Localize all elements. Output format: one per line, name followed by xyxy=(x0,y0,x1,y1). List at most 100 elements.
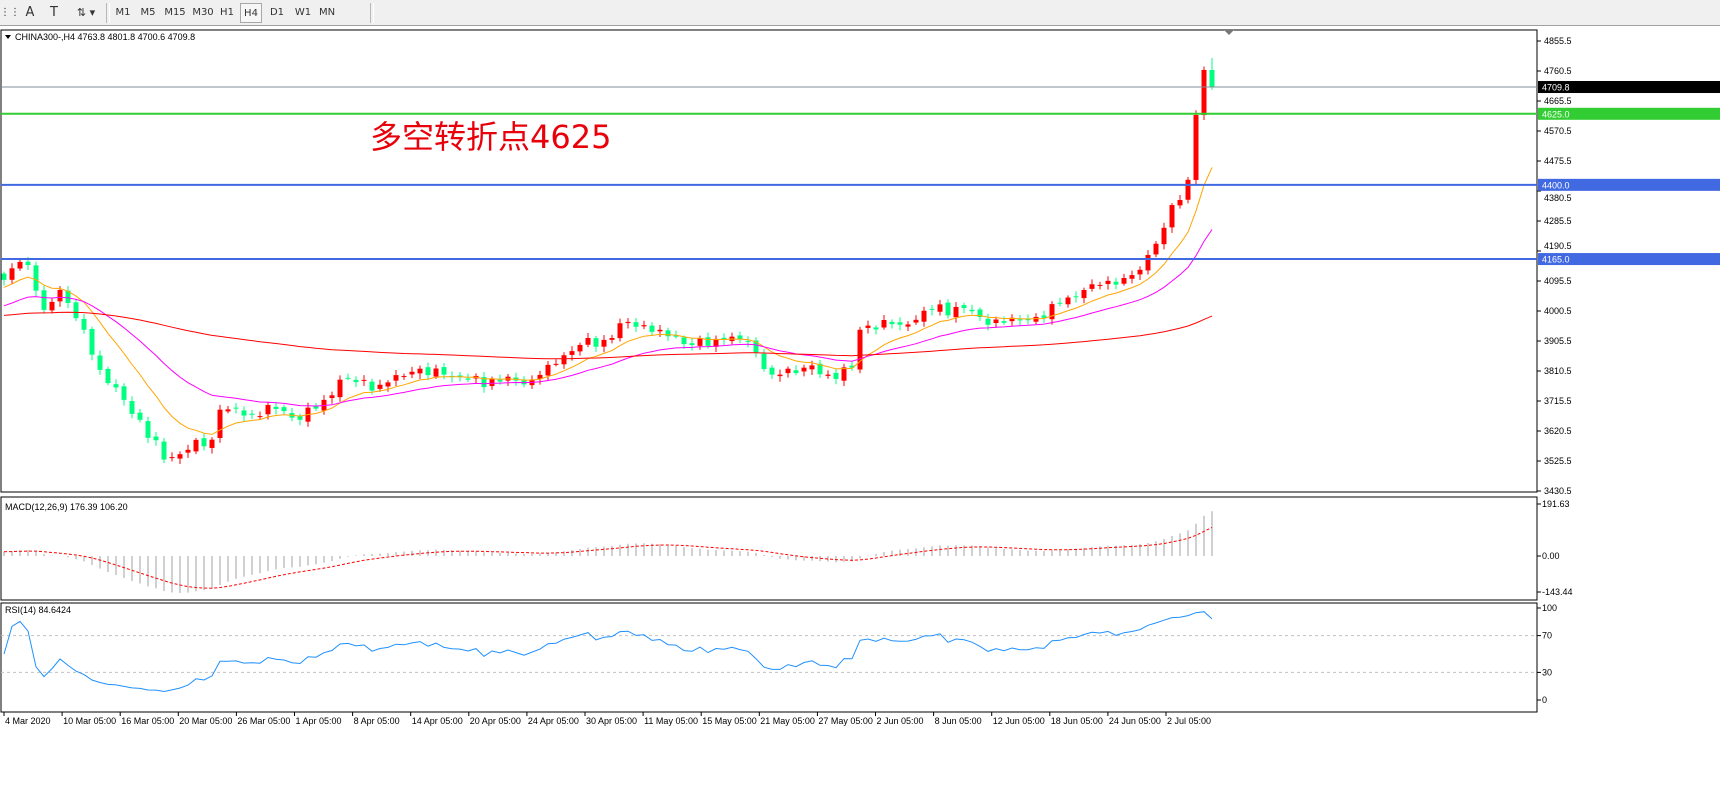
price-tag-label: 4165.0 xyxy=(1542,255,1570,265)
candle-body xyxy=(297,415,303,420)
candle-body xyxy=(217,409,223,438)
rsi-label: RSI(14) 84.6424 xyxy=(5,605,71,615)
timeframe-h1[interactable]: H1 xyxy=(220,7,234,18)
chart-header: CHINA300-,H4 4763.8 4801.8 4700.6 4709.8 xyxy=(15,32,195,42)
time-axis-label: 24 Jun 05:00 xyxy=(1109,716,1161,726)
candle-body xyxy=(561,355,567,365)
candle-body xyxy=(921,310,927,322)
candle-body xyxy=(929,308,935,310)
candle-body xyxy=(897,322,903,325)
price-tag-label: 4400.0 xyxy=(1542,180,1570,190)
macd-axis-label: 191.63 xyxy=(1542,499,1570,509)
candle-body xyxy=(857,329,863,370)
candle-body xyxy=(105,368,111,384)
timeframe-mn[interactable]: MN xyxy=(318,7,336,18)
candle-body xyxy=(753,340,759,353)
time-axis-label: 24 Apr 05:00 xyxy=(528,716,579,726)
candle-body xyxy=(873,327,879,330)
candle-body xyxy=(849,365,855,368)
time-axis-label: 10 Mar 05:00 xyxy=(63,716,116,726)
price-axis-label: 4760.5 xyxy=(1544,66,1572,76)
time-axis-label: 14 Apr 05:00 xyxy=(412,716,463,726)
candle-body xyxy=(793,370,799,374)
rsi-line xyxy=(3,611,1213,693)
candle-body xyxy=(801,367,807,372)
time-axis-label: 2 Jul 05:00 xyxy=(1167,716,1211,726)
candle-body xyxy=(833,372,839,379)
price-tag-resistance-4400 xyxy=(1538,178,1720,191)
candle-body xyxy=(1169,205,1175,228)
shift-marker-icon xyxy=(1224,30,1234,35)
candle-body xyxy=(201,438,207,447)
timeframe-w1[interactable]: W1 xyxy=(294,7,312,18)
candle-body xyxy=(609,338,615,340)
candle-body xyxy=(1089,284,1095,289)
candle-body xyxy=(65,290,71,303)
time-axis-label: 30 Apr 05:00 xyxy=(586,716,637,726)
timeframe-h4[interactable]: H4 xyxy=(240,3,262,23)
candle-body xyxy=(785,368,791,374)
timeframe-m15[interactable]: M15 xyxy=(164,7,186,18)
candle-body xyxy=(41,290,47,310)
candle-body xyxy=(601,339,607,347)
grid-f-icon[interactable]: ⋮⋮ xyxy=(0,7,20,18)
candle-body xyxy=(329,395,335,399)
candle-body xyxy=(1081,290,1087,299)
ma-slow-line xyxy=(3,311,1213,360)
candle-body xyxy=(937,304,943,312)
candle-body xyxy=(81,318,87,330)
candle-body xyxy=(273,406,279,410)
rsi-axis-label: 30 xyxy=(1542,667,1552,677)
candle-body xyxy=(193,439,199,452)
candle-body xyxy=(681,337,687,345)
timeframe-m5[interactable]: M5 xyxy=(140,7,156,18)
candle-body xyxy=(281,407,287,412)
candle-body xyxy=(393,375,399,381)
candle-body xyxy=(169,457,175,459)
pivot-annotation: 多空转折点4625 xyxy=(370,118,612,156)
candle-body xyxy=(1185,179,1191,200)
candle-body xyxy=(457,375,463,378)
arrows-icon[interactable]: ⇅ ▾ xyxy=(76,6,96,19)
price-axis-label: 4570.5 xyxy=(1544,126,1572,136)
candle-body xyxy=(553,363,559,365)
candle-body xyxy=(97,355,103,370)
candle-body xyxy=(633,322,639,327)
candle-body xyxy=(1129,275,1135,279)
candle-body xyxy=(33,265,39,291)
candle-body xyxy=(905,324,911,327)
main-pane xyxy=(0,29,1538,493)
candle-body xyxy=(1049,304,1055,320)
candle-body xyxy=(777,374,783,377)
time-axis-label: 8 Jun 05:00 xyxy=(935,716,982,726)
candle-body xyxy=(313,405,319,409)
price-axis-label: 4285.5 xyxy=(1544,216,1572,226)
chart-canvas[interactable]: 4855.5 4760.5 4665.5 4570.5 4475.5 4380.5 4285… xyxy=(0,26,1720,792)
text-a-icon[interactable]: A xyxy=(25,5,35,20)
candle-body xyxy=(385,382,391,387)
price-axis-label: 3430.5 xyxy=(1544,486,1572,496)
candle-body xyxy=(465,378,471,380)
timeframe-m30[interactable]: M30 xyxy=(192,7,214,18)
candle-body xyxy=(977,309,983,318)
timeframe-m1[interactable]: M1 xyxy=(115,7,131,18)
candle-body xyxy=(1,273,7,280)
time-axis-label: 16 Mar 05:00 xyxy=(121,716,174,726)
price-axis-label: 3715.5 xyxy=(1544,396,1572,406)
price-axis-label: 4475.5 xyxy=(1544,156,1572,166)
candle-body xyxy=(657,329,663,332)
candle-body xyxy=(121,386,127,400)
candle-body xyxy=(337,379,343,398)
candle-body xyxy=(361,379,367,381)
candle-body xyxy=(809,365,815,370)
candle-body xyxy=(705,337,711,346)
candle-body xyxy=(377,384,383,389)
candle-body xyxy=(73,302,79,319)
candle-body xyxy=(57,290,63,302)
candle-body xyxy=(1137,269,1143,275)
text-label-icon[interactable]: T xyxy=(50,5,58,20)
candle-body xyxy=(625,321,631,324)
time-axis-label: 11 May 05:00 xyxy=(644,716,698,726)
timeframe-d1[interactable]: D1 xyxy=(269,7,285,18)
candle-body xyxy=(1033,316,1039,322)
